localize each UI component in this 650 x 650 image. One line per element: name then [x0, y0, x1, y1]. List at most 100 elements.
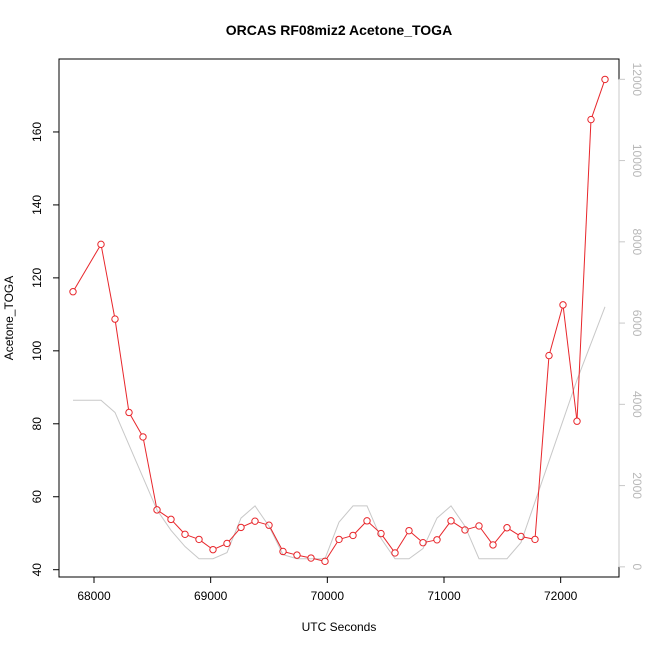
data-point	[419, 539, 427, 547]
data-point	[447, 517, 455, 525]
y-tick-label: 80	[30, 417, 44, 431]
x-tick-label: 69000	[194, 589, 228, 603]
data-point	[69, 288, 77, 296]
y2-tick-label: 2000	[630, 472, 644, 499]
data-point	[559, 301, 567, 309]
data-point	[517, 532, 525, 541]
data-point	[335, 535, 343, 544]
series-segment	[130, 415, 142, 435]
series-segment	[74, 246, 100, 290]
series-segment	[534, 358, 550, 537]
series-segment	[101, 247, 115, 317]
y2-tick-label: 12000	[630, 63, 644, 97]
data-point	[307, 554, 315, 562]
data-point	[181, 530, 189, 539]
y-tick-label: 40	[30, 563, 44, 577]
x-tick-label: 68000	[77, 589, 111, 603]
x-axis-label: UTC Seconds	[302, 620, 377, 634]
data-point	[265, 521, 273, 529]
series-segment	[114, 322, 130, 410]
y-axis: 40 60 80 100 120 140 160	[30, 122, 60, 577]
y-axis-label: Acetone_TOGA	[2, 276, 16, 361]
altitude-line	[73, 306, 606, 560]
data-point	[139, 433, 147, 441]
series-segment	[143, 439, 157, 507]
x-tick-label: 71000	[427, 589, 461, 603]
series-segment	[201, 540, 211, 549]
series-segment	[509, 529, 519, 536]
y-tick-label: 160	[30, 122, 44, 142]
y-tick-label: 140	[30, 195, 44, 215]
series-segment	[591, 82, 605, 117]
x-axis: 68000 69000 70000 71000 72000	[77, 576, 578, 603]
data-point	[153, 506, 161, 514]
y2-tick-label: 4000	[630, 391, 644, 418]
data-point	[475, 522, 483, 530]
series-segment	[480, 528, 492, 543]
series-segment	[576, 122, 592, 419]
data-point	[545, 351, 553, 360]
series-segment	[396, 533, 408, 551]
data-point	[363, 517, 371, 525]
data-point	[167, 515, 175, 524]
data-point	[97, 240, 105, 249]
data-point	[209, 545, 217, 554]
series-segment	[382, 535, 394, 551]
x-tick-label: 72000	[544, 589, 578, 603]
data-point	[223, 539, 231, 548]
series-segment	[341, 535, 351, 540]
series-segment	[549, 307, 563, 353]
data-point	[279, 547, 287, 556]
series-segment	[438, 523, 450, 538]
series-segment	[524, 536, 532, 540]
chart-title: ORCAS RF08miz2 Acetone_TOGA	[226, 22, 452, 38]
series-segment	[426, 539, 434, 543]
data-point	[251, 517, 259, 525]
plot-frame	[58, 58, 620, 578]
data-point	[349, 531, 357, 540]
y2-tick-label: 10000	[630, 144, 644, 178]
data-point	[293, 551, 301, 559]
x-tick-label: 70000	[311, 589, 345, 603]
data-point	[587, 115, 595, 124]
series-segment	[159, 511, 169, 518]
series-segment	[326, 541, 338, 559]
series-segment	[369, 522, 379, 532]
series-segment	[243, 522, 253, 527]
y-tick-label: 100	[30, 340, 44, 360]
data-point	[125, 408, 133, 417]
series-segment	[354, 522, 366, 534]
data-point	[111, 315, 119, 323]
data-point	[391, 549, 399, 557]
series-segment	[285, 551, 295, 555]
series-segment	[300, 555, 308, 558]
series-segment	[467, 526, 477, 530]
data-point	[489, 541, 497, 549]
data-point	[321, 557, 329, 566]
data-point	[405, 526, 413, 535]
series-segment	[411, 532, 421, 542]
series-segment	[562, 307, 578, 419]
data-point	[433, 536, 441, 544]
series-segment	[172, 521, 184, 533]
y2-tick-label: 0	[630, 563, 644, 570]
series-segment	[494, 529, 506, 543]
data-point	[601, 75, 609, 84]
y-tick-label: 120	[30, 268, 44, 288]
series-segment	[228, 529, 240, 542]
data-point	[461, 526, 469, 534]
data-point	[531, 535, 539, 544]
series-layer	[69, 75, 609, 566]
data-point	[573, 417, 581, 425]
y2-tick-label: 6000	[630, 310, 644, 337]
y-tick-label: 60	[30, 490, 44, 504]
data-point	[503, 524, 511, 532]
y2-tick-label: 8000	[630, 228, 644, 255]
data-point	[377, 529, 385, 538]
y2-axis: 0 2000 4000 6000 8000 10000 12000	[618, 63, 644, 570]
series-segment	[314, 558, 322, 562]
series-segment	[453, 522, 463, 529]
series-segment	[257, 521, 267, 525]
series-segment	[215, 544, 225, 549]
